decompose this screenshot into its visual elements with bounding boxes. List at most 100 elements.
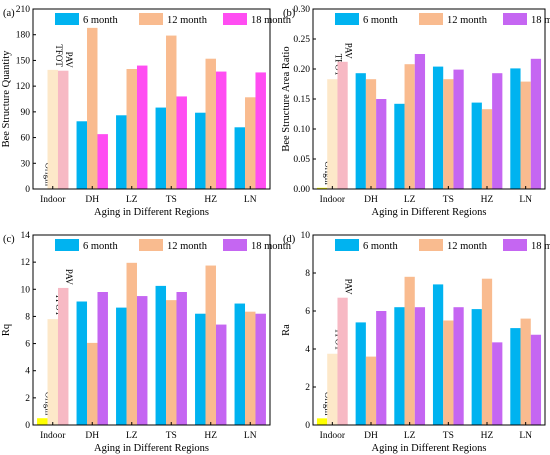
bar-tfot-indoor (327, 353, 338, 425)
bar-18-month-ts (176, 96, 187, 189)
x-tick-label-ts: TS (443, 431, 454, 441)
bar-12-month-lz (404, 276, 415, 425)
y-tick-label: 210 (16, 5, 31, 15)
legend-swatch-12-month (419, 13, 443, 25)
bar-6-month-hz (471, 309, 482, 425)
y-tick-label: 0.20 (293, 65, 310, 75)
panel-label: (c) (3, 234, 15, 245)
bar-18-month-ts (453, 69, 464, 189)
y-tick-label: 8 (305, 269, 310, 279)
bar-6-month-dh (76, 121, 88, 189)
x-tick-label-indoor: Indoor (320, 431, 346, 441)
x-tick-label-ln: LN (519, 195, 532, 205)
legend-label-18-month: 18 month (251, 241, 292, 252)
y-tick-label: 0.00 (293, 185, 310, 195)
panel-label: (b) (283, 8, 296, 19)
x-tick-label-indoor: Indoor (320, 195, 346, 205)
legend-label-12-month: 12 month (447, 241, 488, 252)
x-axis-title: Aging in Different Regions (372, 443, 487, 454)
panel-label: (d) (283, 234, 296, 245)
chart-panel-3: OriginTFOTPAV02468101214IndoorDHLZTSHZLN… (1, 231, 292, 454)
bar-tfot-indoor (327, 79, 338, 189)
bar-18-month-ts (453, 307, 464, 425)
bar-tfot-indoor (47, 69, 58, 189)
y-tick-label: 0.30 (293, 5, 310, 15)
bar-18-month-dh (376, 99, 387, 189)
bar-6-month-lz (394, 307, 405, 425)
bar-6-month-ln (510, 328, 521, 425)
bar-12-month-dh (365, 356, 377, 425)
y-tick-label: 0.25 (293, 35, 310, 45)
bar-18-month-hz (215, 324, 227, 425)
bar-18-month-dh (97, 134, 108, 189)
y-tick-label: 0 (305, 421, 310, 431)
bar-12-month-ts (443, 320, 454, 425)
y-tick-label: 0.10 (293, 125, 310, 135)
y-tick-label: 0 (25, 185, 30, 195)
x-tick-label-indoor: Indoor (40, 431, 66, 441)
y-tick-label: 12 (21, 258, 31, 268)
legend-swatch-6-month (55, 13, 79, 25)
y-tick-label: 2 (25, 394, 30, 404)
x-tick-label-ln: LN (244, 195, 257, 205)
bar-12-month-ln (245, 311, 256, 425)
legend-swatch-6-month (335, 239, 359, 251)
legend-swatch-18-month (223, 239, 247, 251)
panel-label: (a) (3, 8, 15, 19)
bar-12-month-ln (520, 81, 531, 189)
legend-label-18-month: 18 month (251, 15, 292, 26)
bar-18-month-lz (414, 54, 426, 189)
x-tick-label-hz: HZ (481, 431, 494, 441)
chart-panel-2: OriginTFOTPAV0.000.050.100.150.200.250.3… (281, 5, 550, 218)
x-tick-label-ts: TS (443, 195, 454, 205)
x-tick-label-indoor: Indoor (40, 195, 66, 205)
bar-6-month-lz (394, 103, 405, 189)
x-tick-label-hz: HZ (204, 195, 217, 205)
legend-label-6-month: 6 month (83, 241, 118, 252)
bar-tfot-indoor (47, 319, 58, 425)
bar-6-month-ts (155, 285, 167, 425)
bar-annotation-pav: PAV (344, 279, 354, 296)
x-tick-label-lz: LZ (404, 431, 416, 441)
bar-18-month-dh (376, 311, 387, 425)
bar-6-month-dh (76, 301, 88, 425)
bar-18-month-ln (530, 334, 542, 425)
y-tick-label: 0.15 (293, 95, 310, 105)
bar-12-month-hz (205, 265, 216, 425)
x-tick-label-ln: LN (244, 431, 257, 441)
bar-12-month-ts (166, 35, 177, 189)
bar-pav-indoor (337, 297, 348, 425)
bar-6-month-hz (471, 102, 482, 189)
legend-swatch-12-month (419, 239, 443, 251)
y-tick-label: 6 (25, 340, 30, 350)
bar-12-month-lz (126, 69, 137, 189)
y-tick-label: 0.05 (293, 155, 310, 165)
x-tick-label-lz: LZ (126, 431, 138, 441)
bar-12-month-dh (87, 342, 98, 425)
y-tick-label: 10 (301, 231, 311, 241)
y-tick-label: 60 (21, 134, 31, 144)
x-tick-label-ts: TS (166, 195, 177, 205)
y-axis-title: Bee Structure Area Ratio (281, 46, 292, 151)
legend-label-12-month: 12 month (167, 15, 208, 26)
bar-12-month-ts (443, 79, 454, 189)
bar-18-month-ts (176, 292, 187, 425)
x-tick-label-dh: DH (85, 195, 99, 205)
x-tick-label-dh: DH (364, 195, 378, 205)
x-tick-label-lz: LZ (404, 195, 416, 205)
bar-18-month-hz (492, 342, 503, 425)
bar-12-month-ln (245, 97, 256, 189)
bar-6-month-ts (432, 284, 444, 425)
bar-6-month-hz (195, 313, 206, 425)
bar-pav-indoor (337, 61, 348, 189)
bar-18-month-ln (255, 72, 266, 189)
bar-12-month-ts (166, 300, 177, 425)
y-tick-label: 150 (16, 56, 31, 66)
y-tick-label: 180 (16, 31, 31, 41)
bar-annotation-pav: PAV (344, 43, 354, 60)
legend-label-6-month: 6 month (363, 241, 398, 252)
legend-label-12-month: 12 month (167, 241, 208, 252)
bar-origin-indoor (316, 187, 328, 189)
bar-12-month-hz (481, 109, 493, 189)
